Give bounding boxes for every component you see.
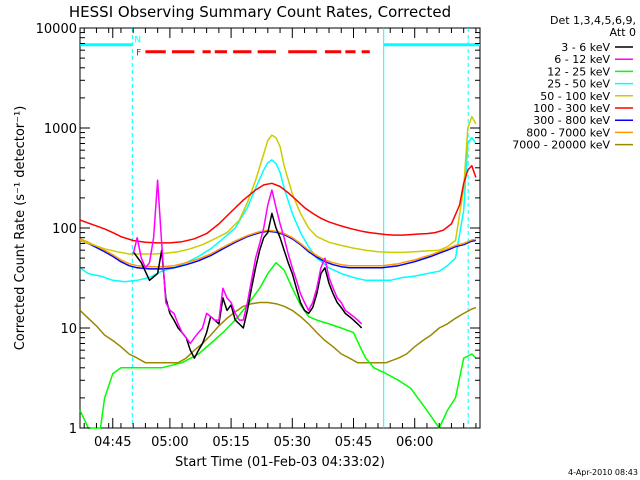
legend-label: 3 - 6 keV <box>561 41 610 54</box>
series-line-6 <box>79 230 477 270</box>
legend-label: 100 - 300 keV <box>533 102 610 115</box>
legend-header: Att 0 <box>610 26 636 39</box>
plot-annotations: NF <box>80 28 480 428</box>
x-tick-label: 06:00 <box>396 435 433 450</box>
data-series <box>79 115 477 429</box>
legend-label: 800 - 7000 keV <box>526 126 610 139</box>
series-line-4 <box>79 115 477 255</box>
x-axis-label: Start Time (01-Feb-03 04:33:02) <box>175 455 385 470</box>
legend-label: 6 - 12 keV <box>554 53 610 66</box>
series-line-3 <box>79 136 477 283</box>
y-tick-label: 1000 <box>44 122 77 137</box>
legend-label: 50 - 100 keV <box>540 90 610 103</box>
y-axis: 1 10 100 1000 10000 <box>36 22 480 437</box>
series-line-5 <box>79 164 477 244</box>
x-tick-label: 05:45 <box>335 435 372 450</box>
series-line-2 <box>79 261 477 429</box>
legend-header: Det 1,3,4,5,6,9, <box>550 14 636 27</box>
marker-f: F <box>136 49 141 59</box>
legend-label: 300 - 800 keV <box>533 114 610 127</box>
y-tick-label: 100 <box>52 222 77 237</box>
marker-n: N <box>134 36 141 46</box>
chart-title: HESSI Observing Summary Count Rates, Cor… <box>69 3 451 21</box>
y-tick-label: 10 <box>60 322 77 337</box>
series-line-8 <box>79 301 477 364</box>
y-tick-label: 10000 <box>36 22 77 37</box>
series-line-7 <box>79 229 476 268</box>
y-axis-label: Corrected Count Rate (s⁻¹ detector⁻¹) <box>13 106 28 351</box>
x-tick-label: 05:15 <box>212 435 249 450</box>
x-axis: 04:45 05:00 05:15 05:30 05:45 06:00 <box>83 28 477 450</box>
timestamp: 4-Apr-2010 08:43 <box>568 468 638 477</box>
x-tick-label: 05:30 <box>274 435 311 450</box>
legend-label: 7000 - 20000 keV <box>512 139 610 152</box>
y-tick-label: 1 <box>69 422 77 437</box>
series-line-1 <box>132 179 363 345</box>
x-tick-label: 05:00 <box>151 435 188 450</box>
x-tick-label: 04:45 <box>94 435 131 450</box>
legend-label: 12 - 25 keV <box>547 65 610 78</box>
legend-label: 25 - 50 keV <box>547 78 610 91</box>
